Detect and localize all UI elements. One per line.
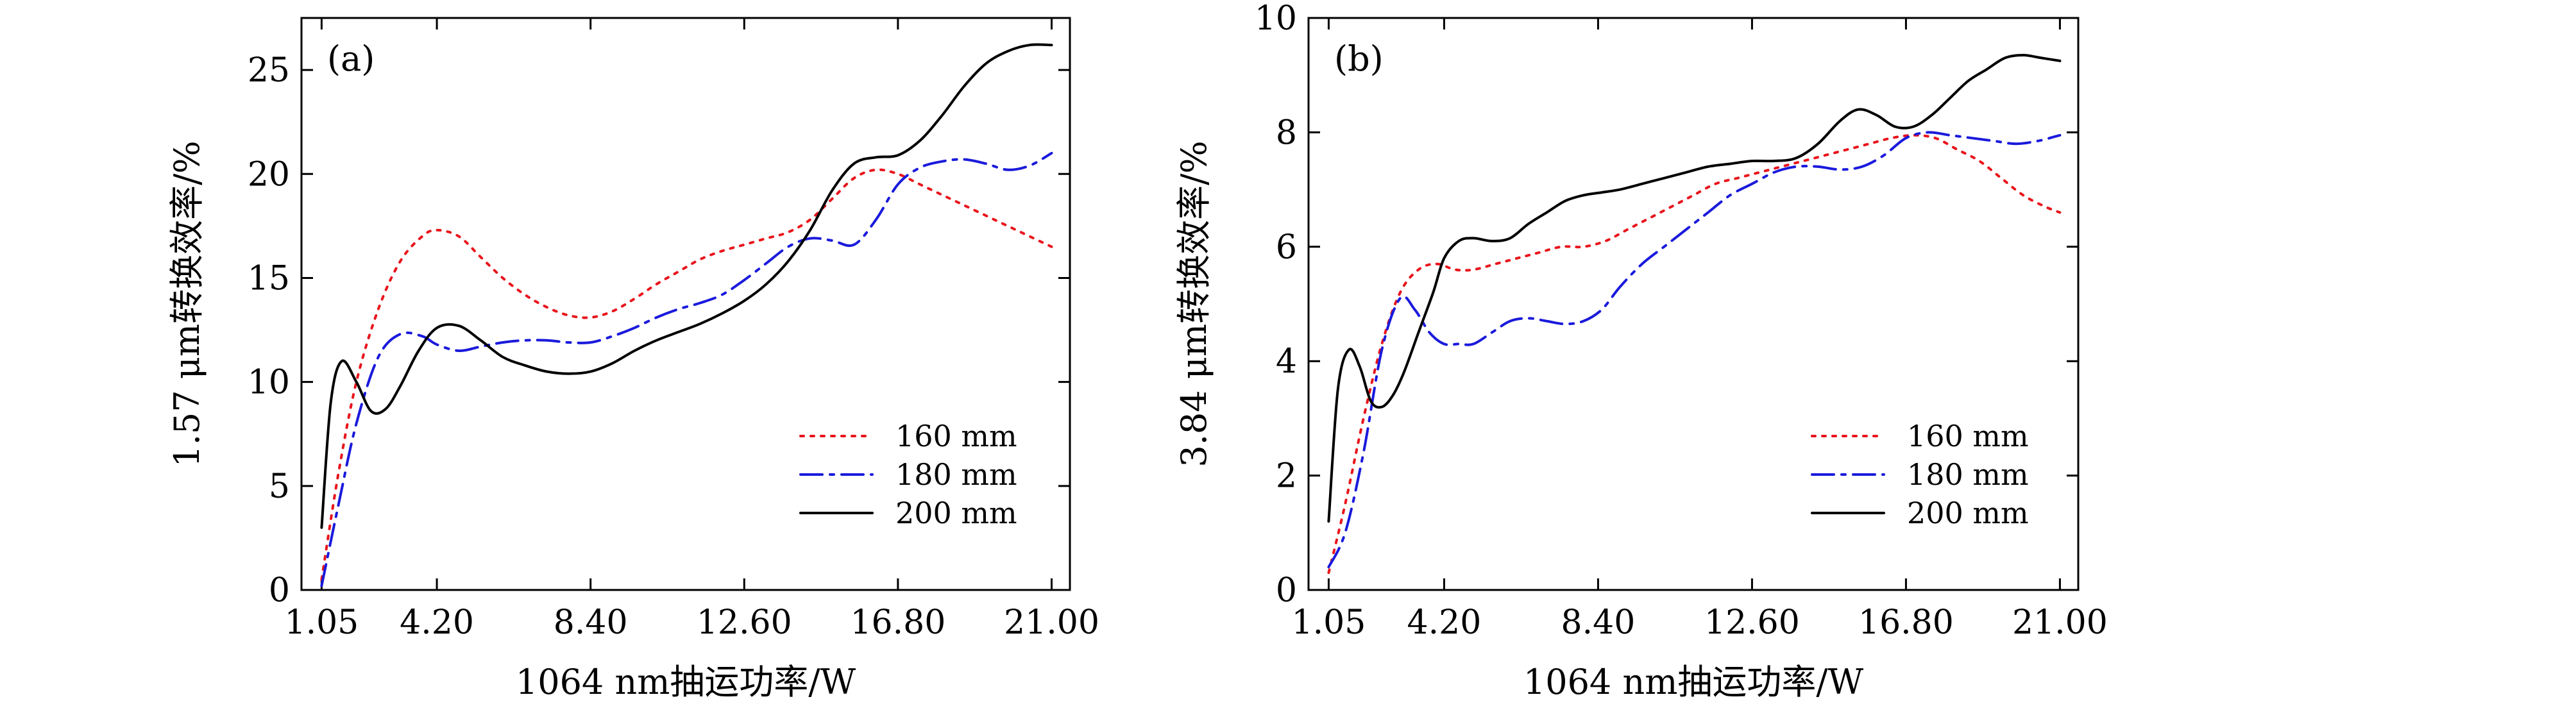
legend: 160 mm 180 mm 200 mm xyxy=(799,419,1017,530)
series-line-180-mm xyxy=(1327,131,2062,569)
x-tick-label: 16.80 xyxy=(1858,603,1954,642)
x-tick-label: 1.05 xyxy=(284,603,359,642)
y-tick-label: 5 xyxy=(269,467,290,506)
x-tick-label: 21.00 xyxy=(1004,603,1099,642)
y-tick-label: 10 xyxy=(248,364,290,402)
legend-label: 160 mm xyxy=(895,419,1017,453)
x-tick-label: 4.20 xyxy=(400,603,474,642)
legend-label: 200 mm xyxy=(1907,496,2029,530)
y-tick-label: 15 xyxy=(248,259,290,298)
panel-a: 1.05 4.20 8.40 12.60 16.80 21.00 0 5 10 15 20 25 (a)… xyxy=(167,17,1099,702)
y-tick-label: 10 xyxy=(1255,0,1297,38)
legend-label: 200 mm xyxy=(895,496,1017,530)
plot-frame xyxy=(300,17,1071,591)
series-line-200-mm xyxy=(320,43,1053,529)
y-tick-label: 2 xyxy=(1276,457,1297,496)
x-tick-label: 1.05 xyxy=(1292,603,1366,642)
panel-b: 1.05 4.20 8.40 12.60 16.80 21.00 0 2 4 6 8 10 (b) 106… xyxy=(1174,0,2108,702)
series-line-160-mm xyxy=(1327,133,2062,575)
legend-label: 160 mm xyxy=(1907,419,2029,453)
x-tick-label: 8.40 xyxy=(554,603,628,642)
x-tick-label: 21.00 xyxy=(2012,603,2108,642)
x-tick-label: 12.60 xyxy=(697,603,792,642)
y-axis-label: 3.84 μm转换效率/% xyxy=(1174,140,1214,467)
series-line-180-mm xyxy=(320,151,1053,587)
x-tick-label: 16.80 xyxy=(850,603,945,642)
y-tick-label: 25 xyxy=(248,51,290,90)
y-tick-label: 0 xyxy=(1276,571,1297,610)
x-axis-label: 1064 nm抽运功率/W xyxy=(516,662,856,702)
panel-label: (a) xyxy=(327,38,375,79)
x-axis-label: 1064 nm抽运功率/W xyxy=(1523,662,1864,702)
y-tick-label: 20 xyxy=(248,155,290,194)
series-line-200-mm xyxy=(1327,54,2062,523)
x-tick-label: 8.40 xyxy=(1561,603,1636,642)
legend-label: 180 mm xyxy=(1907,457,2029,492)
x-tick-label: 4.20 xyxy=(1407,603,1482,642)
panel-label: (b) xyxy=(1334,38,1384,79)
plot-frame xyxy=(1307,17,2080,591)
y-tick-label: 0 xyxy=(269,571,290,610)
y-tick-label: 8 xyxy=(1276,114,1297,152)
legend-label: 180 mm xyxy=(895,457,1017,492)
legend: 160 mm 180 mm 200 mm xyxy=(1811,419,2029,530)
series-line-160-mm xyxy=(320,168,1053,581)
y-tick-label: 6 xyxy=(1276,228,1297,267)
x-tick-label: 12.60 xyxy=(1704,603,1800,642)
y-tick-label: 4 xyxy=(1276,342,1297,381)
y-axis-label: 1.57 μm转换效率/% xyxy=(167,140,207,467)
